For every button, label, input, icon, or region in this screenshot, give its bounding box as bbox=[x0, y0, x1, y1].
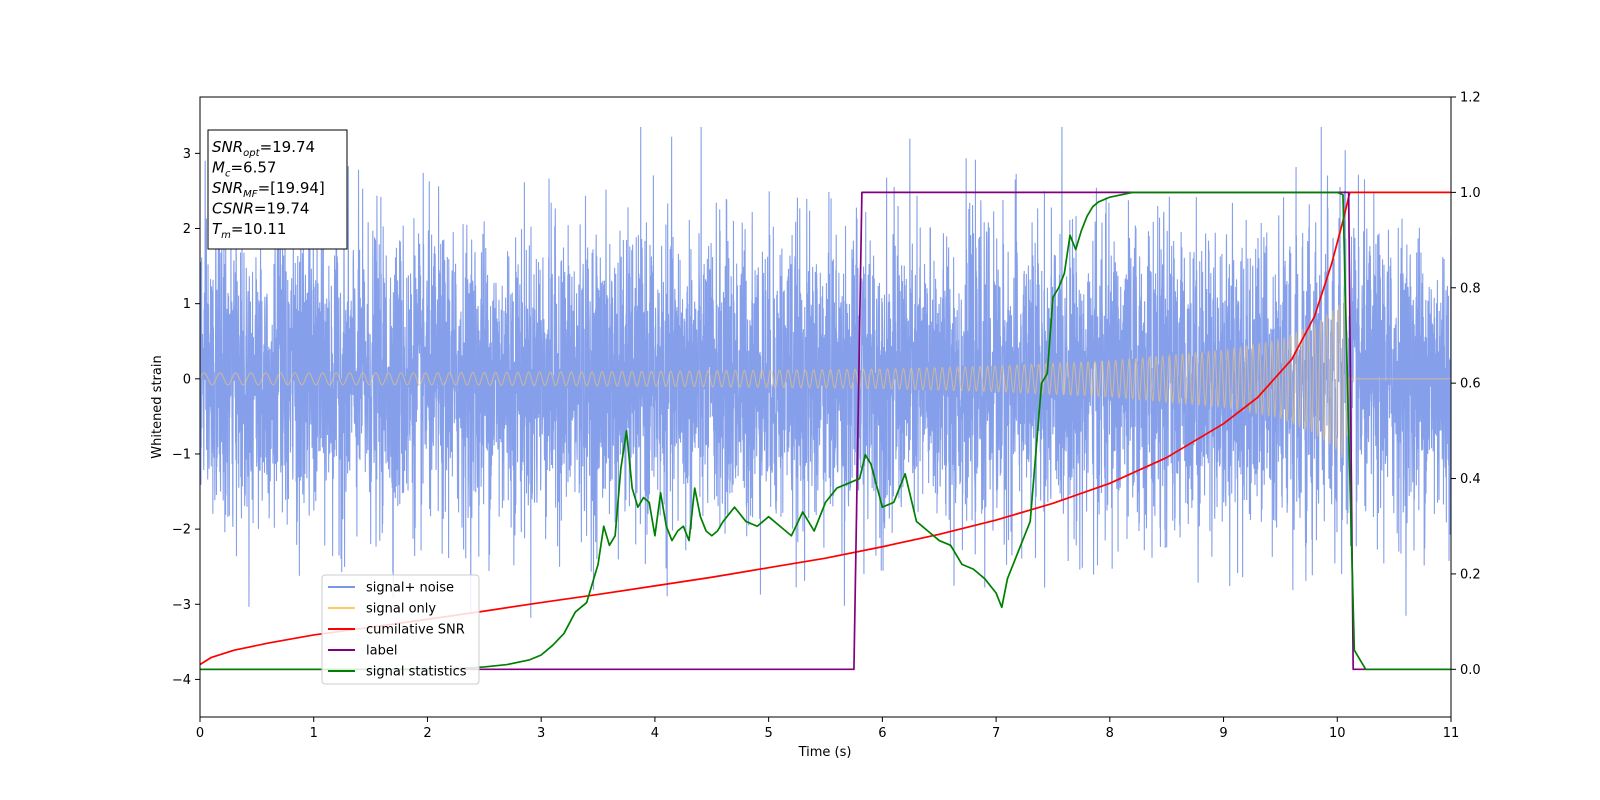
x-tick-label: 0 bbox=[196, 726, 204, 741]
legend-label-text: signal+ noise bbox=[366, 581, 454, 596]
series-signal-only bbox=[200, 293, 1451, 458]
y-tick-label: 0 bbox=[183, 372, 191, 387]
legend-signal-statistics: signal statistics bbox=[328, 665, 467, 680]
annotation-line: Mc=6.57 bbox=[212, 159, 276, 180]
y2-tick-label: 0.0 bbox=[1460, 663, 1481, 678]
legend-label-text: signal statistics bbox=[366, 665, 467, 680]
annotation-line: CSNR=19.74 bbox=[212, 200, 309, 218]
y2-tick-label: 0.4 bbox=[1460, 472, 1481, 487]
annotation-line: SNRMF=[19.94] bbox=[212, 179, 325, 200]
y-tick-label: 2 bbox=[183, 222, 191, 237]
x-tick-label: 7 bbox=[992, 726, 1000, 741]
legend: signal+ noise signal only cumilative SNR la… bbox=[321, 574, 480, 685]
legend-label-text: label bbox=[366, 644, 397, 659]
plot-frame bbox=[199, 96, 1452, 718]
y2-tick-label: 0.2 bbox=[1460, 567, 1481, 582]
x-tick-label: 5 bbox=[764, 726, 772, 741]
y-tick-label: −3 bbox=[172, 598, 191, 613]
y-tick-label: −2 bbox=[172, 523, 191, 538]
y-axis-right: 0.0 0.2 0.4 0.6 0.8 1.0 1.2 bbox=[1451, 91, 1481, 678]
x-tick-label: 2 bbox=[423, 726, 431, 741]
x-tick-label: 6 bbox=[878, 726, 886, 741]
legend-label-text: signal only bbox=[366, 602, 436, 617]
x-axis-label: Time (s) bbox=[798, 745, 852, 760]
legend-label: label bbox=[328, 644, 397, 659]
y-tick-label: 1 bbox=[183, 297, 191, 312]
y2-tick-label: 0.8 bbox=[1460, 281, 1481, 296]
legend-cumulative-snr: cumilative SNR bbox=[328, 623, 465, 638]
x-tick-label: 10 bbox=[1329, 726, 1346, 741]
x-tick-label: 4 bbox=[651, 726, 659, 741]
x-tick-label: 11 bbox=[1443, 726, 1460, 741]
y2-tick-label: 1.2 bbox=[1460, 91, 1481, 106]
x-tick-label: 9 bbox=[1219, 726, 1227, 741]
x-tick-label: 8 bbox=[1106, 726, 1114, 741]
x-axis: 0 1 2 3 4 5 6 7 8 9 10 11 bbox=[196, 717, 1459, 741]
annotation-line: Tm=10.11 bbox=[212, 220, 286, 241]
y2-tick-label: 0.6 bbox=[1460, 377, 1481, 392]
y-tick-label: −1 bbox=[172, 447, 191, 462]
annotation-line: SNRopt=19.74 bbox=[212, 138, 315, 159]
legend-signal-only: signal only bbox=[328, 602, 436, 617]
series-signal-noise bbox=[200, 127, 1451, 618]
y-tick-label: 3 bbox=[183, 147, 191, 162]
x-tick-label: 1 bbox=[310, 726, 318, 741]
x-tick-label: 3 bbox=[537, 726, 545, 741]
annotation-box: SNRopt=19.74Mc=6.57SNRMF=[19.94]CSNR=19.… bbox=[207, 129, 348, 250]
y-axis-label: Whitened strain bbox=[150, 355, 165, 458]
y2-tick-label: 1.0 bbox=[1460, 186, 1481, 201]
y-tick-label: −4 bbox=[172, 673, 191, 688]
legend-signal-noise: signal+ noise bbox=[328, 581, 454, 596]
y-axis-left: −4 −3 −2 −1 0 1 2 3 bbox=[172, 147, 200, 688]
series-signal-statistics bbox=[200, 191, 1451, 671]
legend-label-text: cumilative SNR bbox=[366, 623, 465, 638]
